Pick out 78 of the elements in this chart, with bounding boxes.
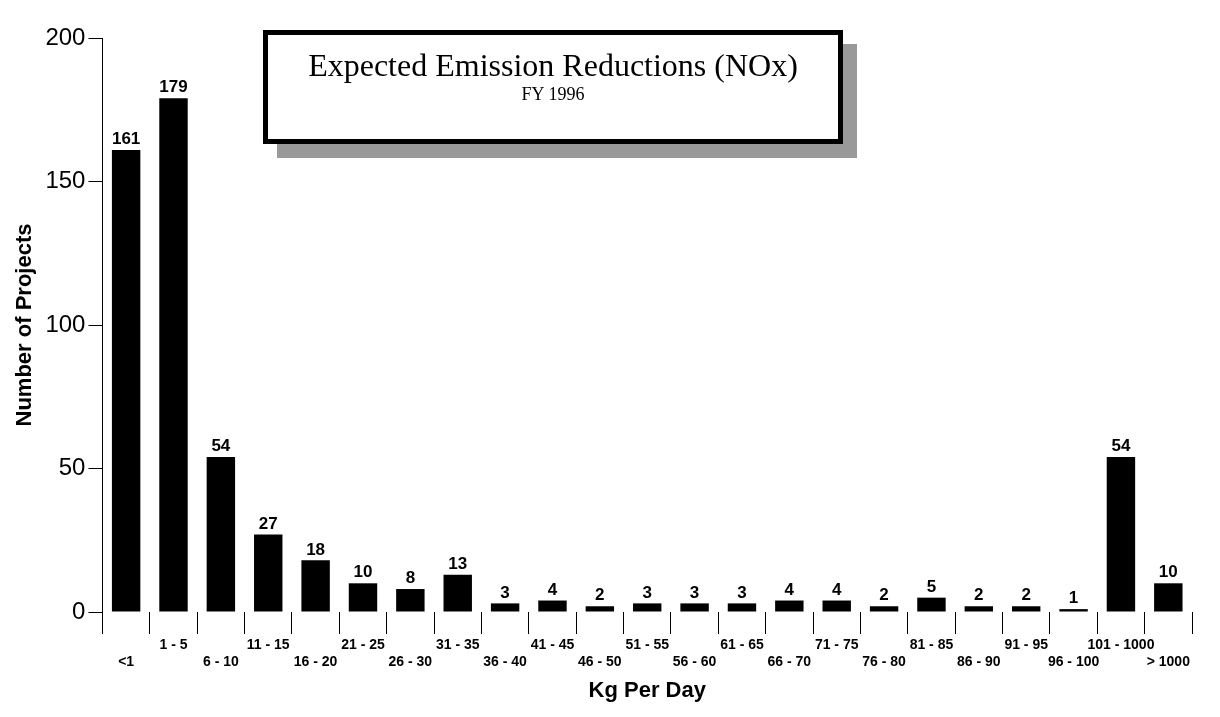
- x-tick-label: 61 - 65: [720, 636, 764, 653]
- x-tick-label: 56 - 60: [672, 653, 717, 670]
- bar: [254, 534, 283, 612]
- data-label: 4: [831, 579, 842, 599]
- data-label: 13: [448, 553, 468, 573]
- bar: [159, 98, 188, 612]
- data-label: 3: [500, 582, 510, 602]
- y-tick-label: 100: [45, 309, 86, 337]
- x-tick-label: 91 - 95: [1004, 636, 1049, 653]
- bar: [301, 560, 330, 612]
- bar: [917, 597, 946, 612]
- y-axis-title: Number of Projects: [11, 223, 37, 427]
- x-tick-label: 6 - 10: [202, 653, 239, 670]
- data-label: 2: [1021, 585, 1031, 605]
- bar: [775, 600, 804, 612]
- data-label: 161: [111, 129, 141, 149]
- data-label: 8: [405, 568, 416, 588]
- data-label: 18: [306, 539, 326, 559]
- y-tick-label: 50: [58, 453, 86, 481]
- data-label: 54: [211, 436, 231, 456]
- data-label: 5: [926, 576, 937, 596]
- data-label: 27: [258, 513, 278, 533]
- bar: [1154, 583, 1183, 612]
- bar: [1059, 609, 1088, 612]
- data-label: 10: [1158, 562, 1178, 582]
- data-label: 2: [974, 585, 984, 605]
- bar: [633, 603, 662, 612]
- data-label: 2: [595, 585, 605, 605]
- y-tick-label: 200: [45, 22, 86, 50]
- bar: [538, 600, 567, 612]
- bar: [396, 589, 425, 612]
- data-label: 1: [1068, 588, 1079, 608]
- x-tick-label: 71 - 75: [814, 636, 859, 653]
- x-tick-label: 26 - 30: [388, 653, 433, 670]
- x-tick-label: 51 - 55: [625, 636, 670, 653]
- x-tick-label: 46 - 50: [578, 653, 622, 670]
- text: FY 1996: [520, 84, 586, 105]
- data-label: 179: [159, 77, 188, 97]
- bar: [727, 603, 757, 612]
- x-tick-label: 101 - 1000: [1087, 636, 1155, 653]
- data-label: 4: [547, 579, 558, 599]
- bar: [490, 603, 520, 612]
- bar: [585, 606, 615, 612]
- bar: [443, 574, 472, 612]
- data-label: 10: [353, 562, 373, 582]
- x-tick-label: <1: [118, 653, 135, 670]
- x-tick-label: 16 - 20: [293, 653, 338, 670]
- bar: [206, 457, 236, 612]
- x-tick-label: 96 - 100: [1047, 653, 1100, 670]
- data-label: 4: [784, 579, 795, 599]
- x-tick-label: 11 - 15: [246, 636, 290, 653]
- x-tick-label: 1 - 5: [159, 636, 188, 653]
- data-label: 2: [879, 585, 889, 605]
- x-tick-label: 81 - 85: [909, 636, 954, 653]
- bar: [964, 606, 994, 612]
- x-tick-label: 21 - 25: [341, 636, 385, 653]
- x-tick-label: 41 - 45: [530, 636, 575, 653]
- data-label: 3: [737, 582, 747, 602]
- data-label: 3: [689, 582, 700, 602]
- x-tick-label: 86 - 90: [957, 653, 1001, 670]
- bar: [822, 600, 851, 612]
- chart-title: Expected Emission Reductions (NOx): [307, 47, 799, 84]
- data-label: 54: [1111, 436, 1131, 456]
- bar: [1011, 606, 1041, 612]
- data-label: 3: [642, 582, 652, 602]
- x-tick-label: 36 - 40: [483, 653, 528, 670]
- x-tick-label: 66 - 70: [767, 653, 812, 670]
- y-tick-label: 150: [45, 166, 86, 194]
- bar: [111, 149, 141, 612]
- bar: [680, 603, 709, 612]
- y-tick-label: 0: [72, 596, 86, 624]
- x-tick-label: > 1000: [1146, 653, 1191, 670]
- bar: [348, 583, 378, 612]
- bar: [1106, 457, 1136, 612]
- x-tick-label: 31 - 35: [435, 636, 480, 653]
- x-axis-title: Kg Per Day: [588, 676, 707, 702]
- x-tick-label: 76 - 80: [862, 653, 907, 670]
- bar: [869, 606, 899, 612]
